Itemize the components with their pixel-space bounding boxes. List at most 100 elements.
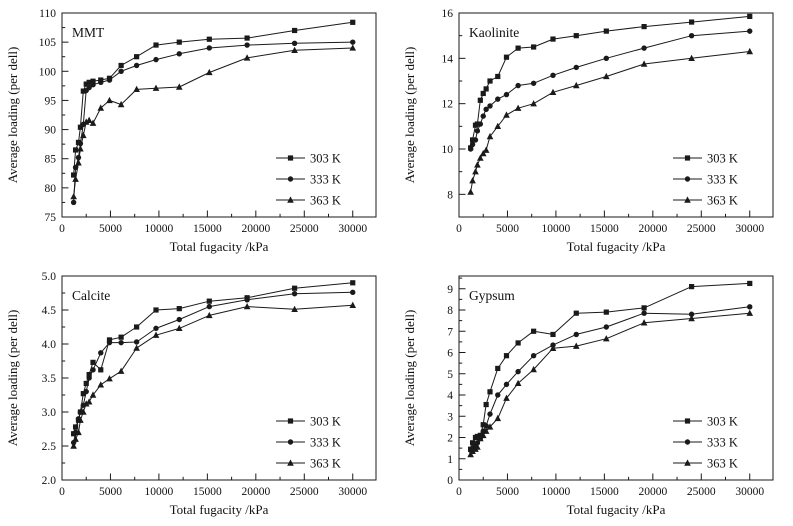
y-tick-label: 105 [39,37,57,49]
series-363k-point [482,427,489,434]
series-363k-point [479,149,487,157]
series-363k-point [745,47,753,55]
series-333k-point [477,121,483,127]
series-303k-point [688,19,694,25]
series-303k-point [134,54,140,60]
series-303k-point [515,340,521,346]
series-303k-point [98,367,104,373]
series-363k-point [77,416,84,423]
legend-label: 333 K [310,436,341,450]
legend-triangle-icon [683,196,691,203]
x-tick-label: 0 [59,486,65,498]
series-333k-point [486,103,493,109]
series-303k-point [118,334,124,340]
series-333k-point [244,297,250,303]
series-303k-point [641,24,647,30]
chart-title: Kaolinite [469,25,519,40]
series-303k-point [350,280,356,286]
y-tick-label: 5.0 [42,271,57,283]
series-303k-point [153,307,159,313]
legend: 303 K 333 K 363 K [276,415,341,471]
legend-label: 363 K [310,457,341,471]
y-axis-title: Average loading (per dell) [402,310,417,447]
series-333k-point [494,96,500,102]
y-tick-label: 10 [441,144,453,156]
y-tick-label: 9 [447,284,453,296]
series-363k-point [175,324,183,332]
y-axis-title: Average loading (per dell) [402,47,417,184]
series-363k-point [82,118,90,125]
series-333k-point [291,40,298,47]
series-333k-point [530,352,536,359]
series-363k-point [687,314,695,322]
legend-label: 303 K [310,415,341,429]
series-303k-point [494,365,500,372]
legend-label: 303 K [707,152,738,166]
series-303k-point [176,39,182,45]
series-303k-point [483,401,489,408]
series-333k-line [469,30,750,150]
series-333k-point [469,141,475,148]
series-333k-point [90,81,96,88]
x-tick-label: 25000 [290,486,319,498]
y-tick-label: 14 [441,53,453,65]
series-363k-point [291,46,298,54]
chart-title: Calcite [72,288,110,303]
legend-circle-icon [684,439,690,445]
series-303k-point [86,79,92,85]
chart-mmt-canvas: 0 5000 10000 15000 20000 25000 30000 75 80 85 90 95… [5,8,377,254]
y-tick-label: 6 [447,348,453,360]
series-363k-point [493,122,501,130]
series-363k-point [468,177,476,184]
series-363k-point [72,435,79,442]
legend-circle-icon [287,439,294,445]
legend-triangle-icon [287,196,294,203]
y-tick-label: 3.5 [42,373,57,385]
series-333k-point [206,45,213,51]
x-axis-title: Total fugacity /kPa [170,502,269,517]
series-363k-point [133,344,140,351]
series-363k-point [486,132,493,140]
legend-square-icon [287,155,294,161]
series-303k-point [469,137,475,143]
series-363k-point [243,54,251,61]
series-363k-point [514,379,521,387]
y-tick-label: 5 [447,369,453,381]
y-tick-label: 16 [441,8,453,20]
legend-label: 363 K [707,194,738,208]
series-363k-point [473,443,481,450]
series-303k [71,280,356,437]
legend-item: 363 K [672,457,737,471]
y-tick-label: 4.5 [42,305,57,317]
legend-item: 363 K [276,194,341,208]
series-363k-point [549,88,556,96]
series-333k-point [106,339,113,346]
series-333k-point [176,51,182,57]
series-333k-point [474,128,480,134]
x-tick-label: 15000 [193,223,222,235]
y-tick-label: 110 [39,8,56,20]
x-tick-label: 10000 [541,223,570,235]
series-363k-point [82,400,90,407]
x-axis-title: Total fugacity /kPa [566,239,665,254]
series-363k-point [117,367,125,374]
series-363k [70,44,357,200]
series-303k-point [483,86,489,92]
series-333k-point [549,72,556,79]
series-303k-point [153,42,159,48]
series-303k-point [503,353,509,359]
plot-frame [458,275,773,481]
series-303k [467,13,752,151]
legend-label: 303 K [707,415,738,429]
series-303k-point [83,81,89,87]
series-333k-point [98,350,104,356]
legend-label: 333 K [707,173,738,187]
series-303k-point [206,298,212,304]
series-333k-point [350,289,356,296]
x-tick-label: 10000 [145,486,174,498]
legend-triangle-icon [287,459,294,466]
series-333k [467,304,752,453]
series-303k-point [474,121,480,127]
series-333k-point [482,423,489,429]
